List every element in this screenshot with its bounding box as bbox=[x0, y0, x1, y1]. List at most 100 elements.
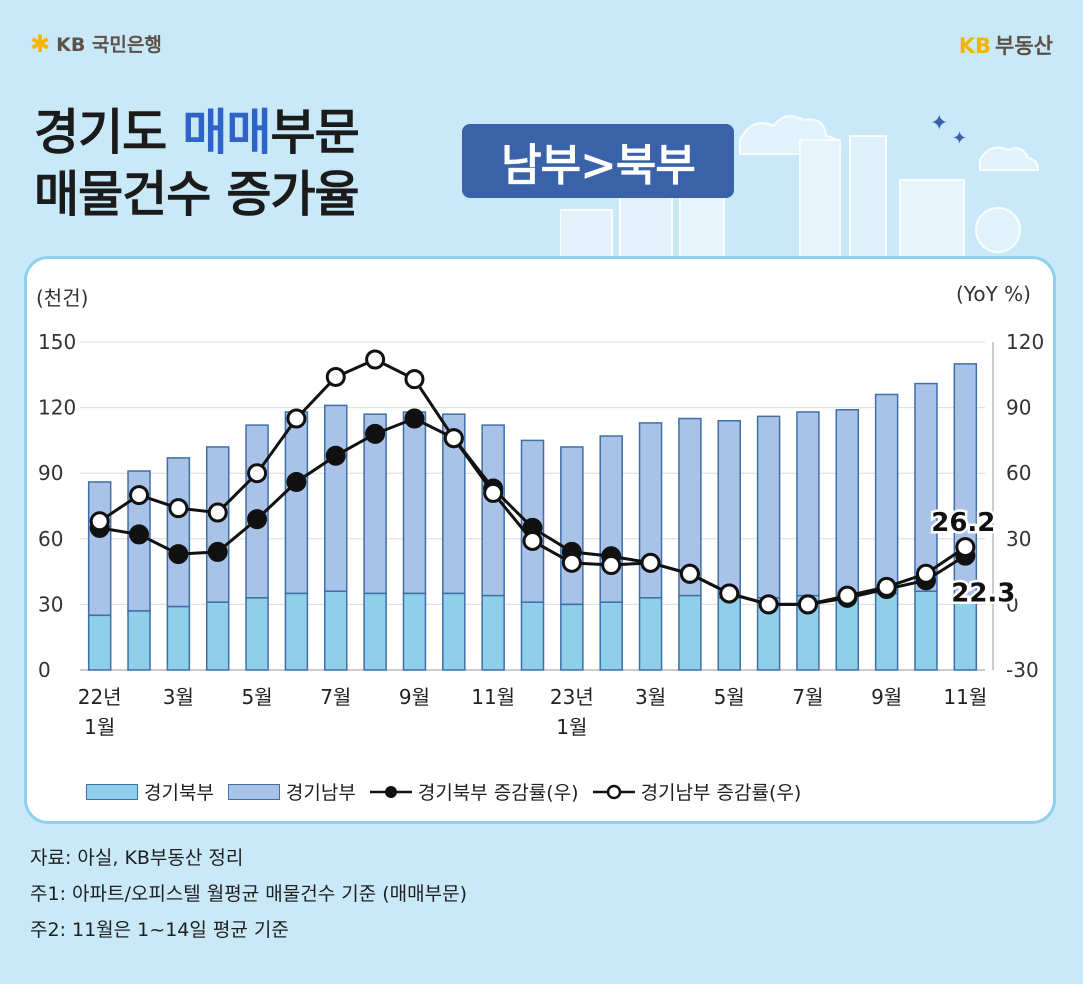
bar-north bbox=[874, 592, 899, 671]
bar-south bbox=[756, 415, 781, 599]
service-logo: KB 부동산 bbox=[959, 30, 1053, 60]
point-south-rate bbox=[837, 585, 858, 606]
lines-group bbox=[89, 349, 976, 615]
x-tick-label: 11월 bbox=[471, 685, 515, 709]
point-south-rate bbox=[404, 369, 425, 390]
left-tick-label: 0 bbox=[38, 658, 51, 682]
bar-south bbox=[324, 404, 348, 593]
legend-item-north-rate: 경기북부 증감률(우) bbox=[369, 778, 579, 805]
right-tick-label: -30 bbox=[1006, 658, 1039, 682]
point-south-rate bbox=[247, 463, 268, 484]
kb-star-logo-icon: ✱ bbox=[30, 29, 51, 58]
x-tick-label: 7월 bbox=[320, 685, 351, 709]
title-line1-part1: 경기도 bbox=[34, 104, 183, 161]
point-south-rate bbox=[365, 349, 386, 370]
x-tick-label: 5월 bbox=[714, 685, 745, 709]
bar-south bbox=[874, 393, 899, 595]
x-tick-label: 3월 bbox=[635, 685, 666, 709]
comparison-badge: 남부>북부 bbox=[462, 124, 734, 198]
page-title: 경기도 매매부문 매물건수 증가율 bbox=[34, 102, 360, 226]
x-tick-label: 9월 bbox=[399, 685, 430, 709]
service-kb: KB bbox=[958, 34, 992, 58]
point-south-rate bbox=[286, 408, 307, 429]
point-north-rate bbox=[207, 541, 228, 562]
bar-north bbox=[205, 601, 230, 671]
note-2: 주2: 11월은 1~14일 평균 기준 bbox=[30, 919, 289, 941]
bar-north bbox=[560, 603, 584, 671]
bar-south bbox=[560, 446, 584, 606]
right-axis-ticks: 120 90 60 30 0 -30 bbox=[1006, 330, 1044, 682]
svg-text:✦: ✦ bbox=[952, 128, 967, 149]
point-south-rate bbox=[719, 583, 740, 604]
bar-south bbox=[284, 411, 309, 595]
bar-south bbox=[717, 419, 741, 599]
bar-south bbox=[599, 435, 623, 603]
bar-south bbox=[835, 409, 860, 599]
x-tick-label: 7월 bbox=[792, 685, 823, 709]
bar-north bbox=[953, 601, 978, 671]
point-south-rate bbox=[89, 511, 110, 532]
x-tick-label: 5월 bbox=[242, 685, 273, 709]
bar-north bbox=[835, 597, 860, 671]
left-tick-label: 60 bbox=[38, 527, 63, 551]
x-tick-label: 3월 bbox=[163, 685, 194, 709]
point-south-rate bbox=[483, 482, 504, 503]
point-north-rate bbox=[247, 509, 268, 530]
point-south-rate bbox=[915, 563, 936, 584]
svg-text:✦: ✦ bbox=[930, 111, 948, 136]
legend-item-south: 경기남부 bbox=[227, 778, 356, 805]
bar-north bbox=[284, 592, 309, 671]
bar-north bbox=[402, 592, 427, 671]
point-north-rate bbox=[129, 524, 150, 545]
point-south-rate bbox=[758, 594, 779, 615]
legend-label-north-rate: 경기북부 증감률(우) bbox=[417, 782, 579, 804]
bank-name: KB 국민은행 bbox=[56, 34, 162, 56]
annotation-south-last: 26.2 bbox=[931, 508, 995, 538]
service-name: 부동산 bbox=[995, 34, 1053, 58]
annotations: 26.2 22.3 bbox=[929, 506, 1018, 612]
note-1: 주1: 아파트/오피스텔 월평균 매물건수 기준 (매매부문) bbox=[30, 883, 467, 905]
legend-swatch-north bbox=[86, 783, 138, 800]
right-tick-label: 120 bbox=[1006, 330, 1044, 354]
legend-swatch-north-rate bbox=[369, 785, 412, 798]
legend-label-north: 경기북부 bbox=[144, 782, 214, 804]
left-tick-label: 90 bbox=[38, 461, 63, 485]
bar-south bbox=[87, 481, 112, 617]
point-south-rate bbox=[876, 576, 897, 597]
legend-swatch-south-rate bbox=[592, 784, 635, 799]
bar-north bbox=[87, 614, 112, 671]
legend-swatch-south bbox=[227, 783, 280, 800]
right-tick-label: 60 bbox=[1006, 461, 1031, 485]
point-south-rate bbox=[640, 552, 661, 573]
x-tick-label: 23년 bbox=[550, 685, 594, 709]
annotation-north-last: 22.3 bbox=[951, 579, 1015, 609]
bar-north bbox=[638, 597, 663, 671]
point-south-rate bbox=[443, 428, 464, 449]
x-tick-label-line2: 1월 bbox=[556, 715, 587, 739]
left-axis-unit: (천건) bbox=[36, 286, 89, 310]
bar-north bbox=[914, 590, 938, 671]
x-tick-label: 9월 bbox=[871, 685, 902, 709]
point-south-rate bbox=[168, 498, 189, 519]
point-south-rate bbox=[797, 594, 818, 615]
bar-south bbox=[953, 363, 978, 603]
point-north-rate bbox=[286, 471, 307, 492]
source-note: 자료: 아실, KB부동산 정리 bbox=[30, 847, 244, 869]
x-tick-label-line2: 1월 bbox=[84, 715, 115, 739]
x-axis-labels: 22년 1월 3월 5월 7월 9월 11월 23년 1월 3월 5월 7월 9월 11월 bbox=[78, 685, 988, 739]
right-tick-label: 0 bbox=[1006, 592, 1019, 616]
x-tick-label: 11월 bbox=[943, 685, 987, 709]
right-tick-label: 30 bbox=[1006, 527, 1031, 551]
bar-south bbox=[481, 424, 505, 597]
title-line2: 매물건수 증가율 bbox=[34, 166, 360, 223]
footnotes: 자료: 아실, KB부동산 정리 주1: 아파트/오피스텔 월평균 매물건수 기… bbox=[30, 840, 467, 948]
bar-north bbox=[245, 597, 269, 671]
bar-south bbox=[796, 411, 820, 597]
point-south-rate bbox=[522, 530, 543, 551]
bar-south bbox=[205, 446, 230, 603]
point-north-rate bbox=[365, 423, 386, 444]
bar-south bbox=[166, 457, 191, 608]
point-south-rate bbox=[601, 555, 622, 576]
right-axis-unit: (YoY %) bbox=[956, 282, 1031, 306]
